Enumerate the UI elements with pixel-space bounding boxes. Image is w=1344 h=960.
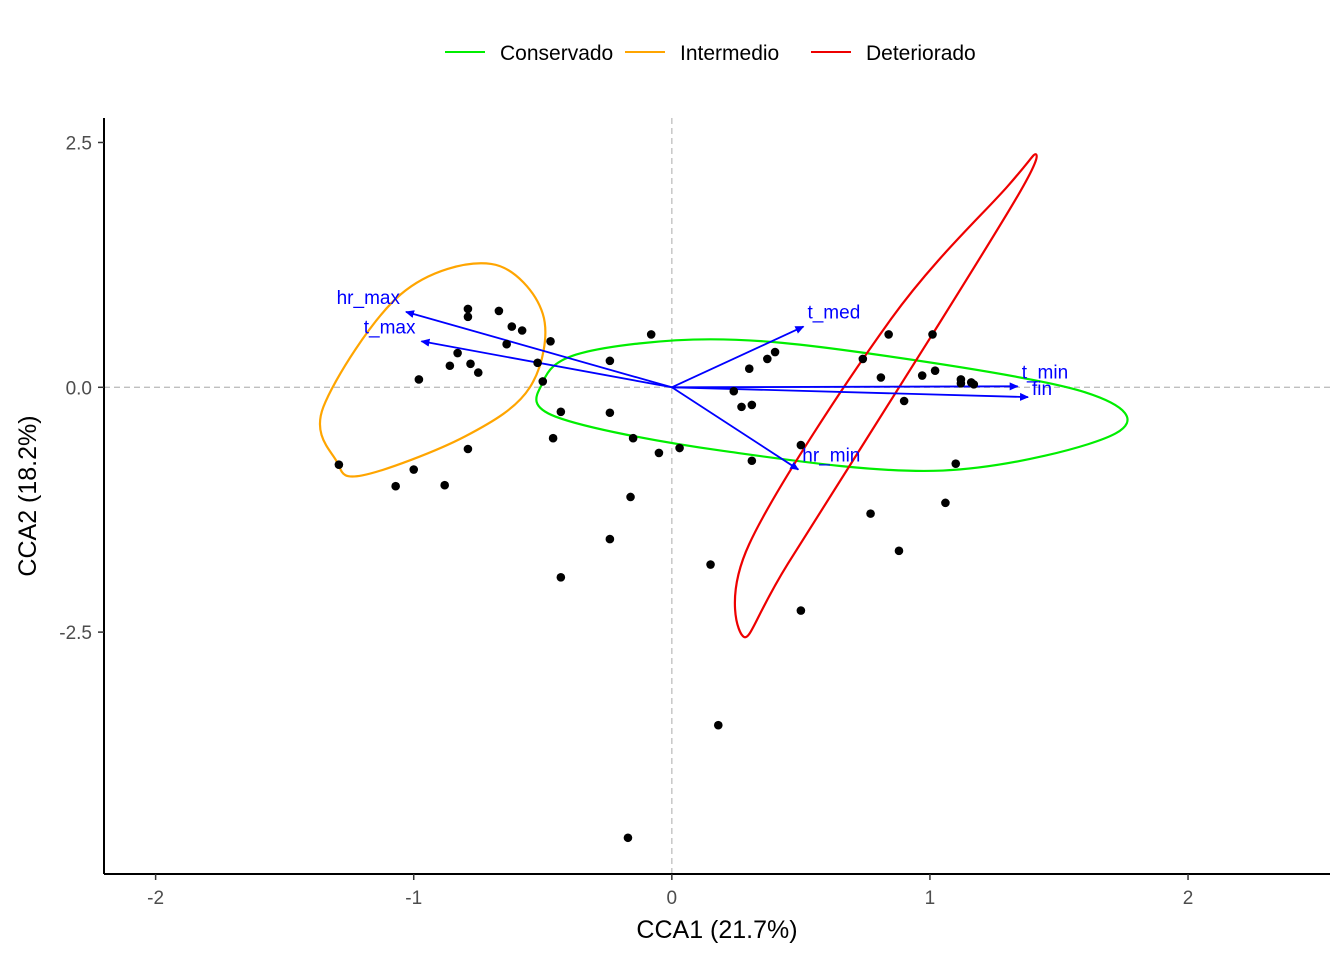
- site-point: [463, 444, 473, 454]
- site-point: [770, 347, 780, 357]
- site-point: [729, 386, 739, 396]
- site-point: [453, 348, 462, 358]
- vector-fin: [671, 386, 1030, 401]
- site-point: [796, 606, 806, 615]
- y-tick-label: 2.5: [66, 133, 92, 154]
- legend-label: Intermedio: [680, 42, 779, 65]
- vector-label-t_med: t_med: [807, 303, 860, 324]
- legend: Conservado Intermedio Deteriorado: [445, 42, 976, 65]
- site-point: [956, 379, 966, 388]
- site-point: [556, 572, 566, 582]
- site-point: [654, 448, 664, 458]
- vector-label-hr_min: hr_min: [802, 446, 860, 467]
- site-point: [623, 833, 633, 843]
- site-point: [507, 322, 517, 331]
- site-point: [894, 546, 904, 556]
- vector-hr_min: [671, 386, 800, 471]
- x-tick-label: 0: [667, 888, 678, 909]
- site-point: [466, 359, 475, 369]
- site-point: [391, 481, 400, 491]
- site-point: [866, 509, 875, 518]
- y-tick-label: -2.5: [59, 623, 92, 644]
- site-point: [605, 408, 615, 418]
- site-point: [747, 400, 757, 410]
- site-point: [899, 396, 909, 406]
- legend-label: Conservado: [500, 42, 613, 65]
- legend-item-deteriorado: Deteriorado: [811, 42, 976, 65]
- site-point: [548, 433, 558, 443]
- x-tick-label: 1: [925, 888, 936, 909]
- vector-label-t_max: t_max: [364, 317, 416, 338]
- site-point: [796, 440, 806, 450]
- x-tick-label: -2: [147, 888, 164, 909]
- site-point: [463, 304, 473, 314]
- legend-item-intermedio: Intermedio: [625, 42, 779, 65]
- vector-t_max: [420, 338, 672, 389]
- site-point: [713, 720, 723, 730]
- ellipse-deteriorado: [733, 153, 1038, 639]
- site-point: [440, 480, 449, 490]
- site-point: [646, 330, 656, 339]
- site-point: [930, 366, 940, 375]
- vector-label-t_min: t_min: [1022, 362, 1068, 383]
- x-tick-label: 2: [1183, 888, 1194, 909]
- site-point: [744, 364, 754, 373]
- site-point: [605, 356, 615, 366]
- ellipse-intermedio: [318, 262, 547, 478]
- site-point: [463, 312, 473, 322]
- site-point: [334, 460, 344, 469]
- site-point: [628, 433, 638, 443]
- site-point: [928, 330, 937, 339]
- site-point: [951, 459, 961, 468]
- site-point: [538, 377, 548, 386]
- environmental-vectors: hr_max t_max t_med t_min hr_min fin: [337, 288, 1068, 471]
- site-point: [941, 498, 950, 508]
- x-axis-ticks: -2 -1 0 1 2: [147, 874, 1193, 909]
- legend-label: Deteriorado: [866, 42, 976, 65]
- ellipse-conservado: [535, 338, 1129, 473]
- site-point: [409, 465, 419, 474]
- vector-t_med: [671, 325, 805, 389]
- site-point: [605, 534, 615, 544]
- y-axis-ticks: 2.5 0.0 -2.5: [59, 133, 104, 644]
- site-point: [917, 371, 927, 380]
- group-ellipses: [318, 153, 1129, 639]
- site-point: [763, 354, 772, 364]
- legend-item-conservado: Conservado: [445, 42, 613, 65]
- site-point: [737, 402, 746, 412]
- site-points: [334, 304, 979, 843]
- vector-label-fin: fin: [1032, 379, 1052, 400]
- site-point: [445, 361, 455, 371]
- site-point: [858, 354, 868, 364]
- site-point: [884, 330, 893, 339]
- site-point: [517, 326, 527, 335]
- reference-lines: [104, 118, 1330, 874]
- x-axis-title: CCA1 (21.7%): [636, 916, 797, 944]
- site-point: [747, 456, 757, 466]
- site-point: [626, 492, 635, 502]
- site-point: [414, 375, 424, 384]
- y-axis-title: CCA2 (18.2%): [14, 415, 42, 576]
- y-tick-label: 0.0: [66, 378, 92, 399]
- vector-hr_max: [405, 310, 673, 389]
- site-point: [502, 339, 511, 349]
- vector-label-hr_max: hr_max: [337, 288, 401, 309]
- x-tick-label: -1: [405, 888, 422, 909]
- site-point: [675, 443, 684, 453]
- site-point: [969, 380, 979, 389]
- site-point: [706, 560, 715, 569]
- vector-t_min: [671, 382, 1019, 391]
- site-point: [473, 368, 483, 377]
- site-point: [494, 306, 504, 316]
- site-point: [876, 373, 886, 382]
- site-point: [556, 407, 566, 417]
- site-point: [533, 358, 542, 368]
- site-point: [546, 336, 555, 346]
